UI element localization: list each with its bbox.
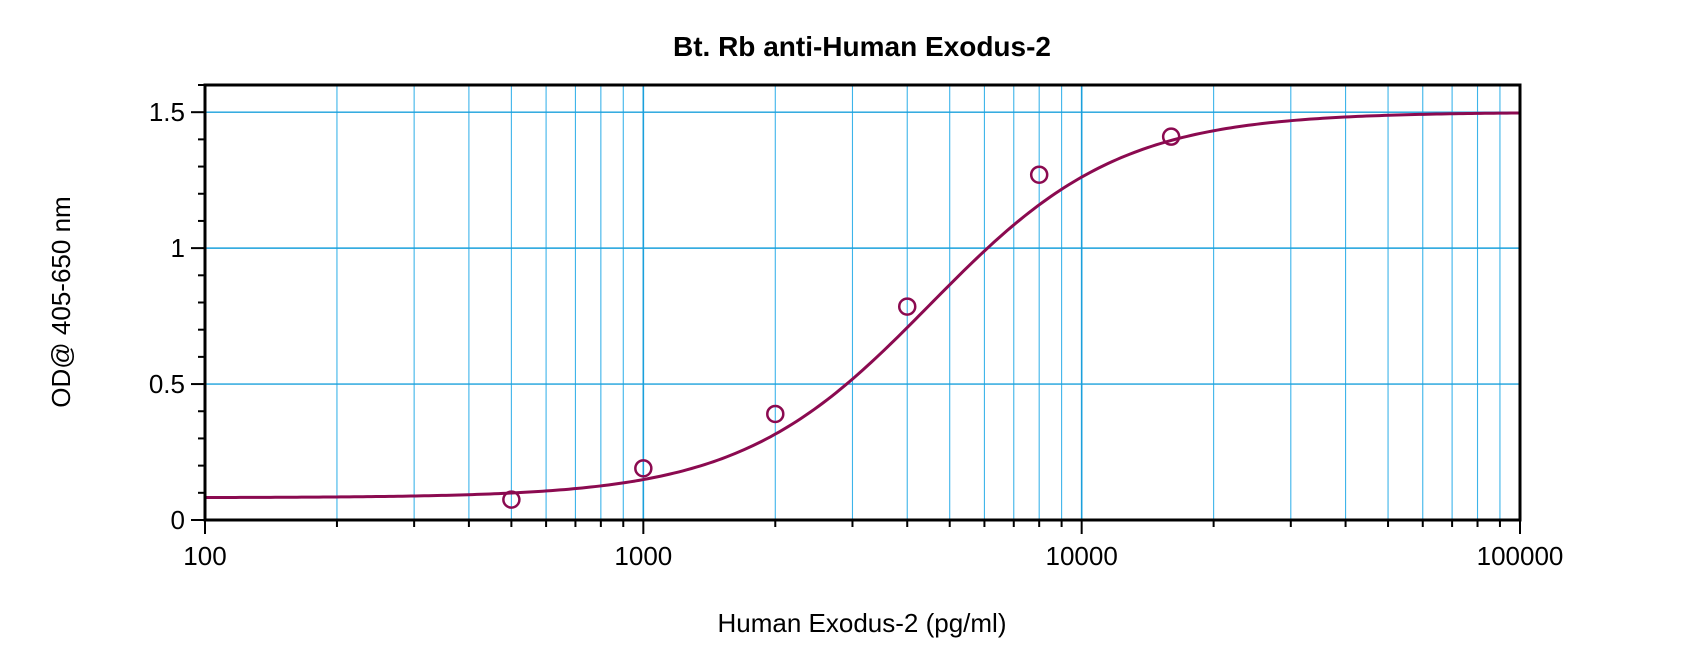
y-tick-label: 0	[171, 505, 185, 535]
labels-layer: 100 1000 10000 100000 0 0.5 1 1.5	[149, 97, 1564, 571]
data-point	[766, 404, 785, 424]
data-point	[897, 297, 917, 316]
y-tick-label: 0.5	[149, 369, 185, 399]
chart-title: Bt. Rb anti-Human Exodus-2	[673, 31, 1051, 62]
x-tick-label: 1000	[614, 541, 672, 571]
plot-frame	[203, 83, 1522, 522]
y-tick-label: 1.5	[149, 97, 185, 127]
curve-layer	[204, 111, 1521, 500]
data-point	[1161, 127, 1181, 146]
data-point	[1029, 165, 1049, 184]
x-axis-label: Human Exodus-2 (pg/ml)	[718, 608, 1007, 638]
data-point	[634, 459, 653, 478]
x-tick-label: 100000	[1477, 541, 1564, 571]
x-tick-label: 100	[183, 541, 226, 571]
ticks-layer	[191, 84, 1521, 534]
grid-layer	[205, 85, 1520, 520]
x-tick-label: 10000	[1046, 541, 1118, 571]
y-axis-label: OD@ 405-650 nm	[46, 196, 76, 407]
data-point	[502, 490, 521, 509]
points-layer	[502, 127, 1181, 509]
fit-curve-line	[204, 111, 1521, 500]
y-tick-label: 1	[171, 233, 185, 263]
